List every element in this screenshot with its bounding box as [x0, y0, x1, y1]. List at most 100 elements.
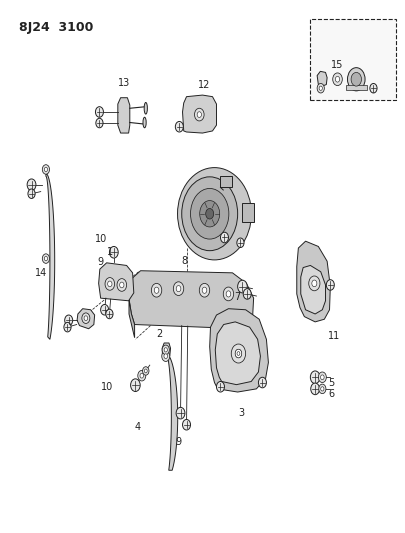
Circle shape: [119, 282, 124, 288]
Circle shape: [312, 280, 317, 287]
Circle shape: [200, 200, 220, 227]
Circle shape: [190, 189, 229, 239]
Polygon shape: [210, 309, 269, 392]
Circle shape: [197, 112, 201, 117]
Text: 4: 4: [135, 422, 141, 432]
Circle shape: [199, 284, 210, 297]
Polygon shape: [183, 95, 217, 133]
Circle shape: [182, 177, 238, 251]
Circle shape: [82, 313, 90, 324]
Circle shape: [370, 84, 377, 93]
Circle shape: [140, 373, 144, 378]
Circle shape: [162, 351, 170, 361]
Polygon shape: [118, 98, 130, 133]
Circle shape: [27, 179, 36, 191]
Polygon shape: [46, 174, 55, 340]
Text: 15: 15: [330, 60, 343, 70]
Text: 8J24  3100: 8J24 3100: [19, 21, 93, 34]
Circle shape: [175, 122, 183, 132]
Circle shape: [65, 315, 72, 326]
Circle shape: [319, 86, 322, 91]
Polygon shape: [297, 241, 330, 322]
Text: 10: 10: [94, 233, 107, 244]
Text: 13: 13: [118, 78, 130, 88]
Circle shape: [164, 354, 168, 359]
Circle shape: [243, 289, 251, 299]
Polygon shape: [129, 271, 254, 329]
Circle shape: [335, 76, 340, 82]
Circle shape: [183, 419, 190, 430]
Polygon shape: [167, 355, 178, 470]
Circle shape: [43, 254, 49, 263]
Circle shape: [206, 208, 214, 219]
Circle shape: [176, 286, 181, 292]
Circle shape: [321, 387, 324, 391]
Circle shape: [144, 369, 147, 373]
Text: 11: 11: [328, 331, 341, 341]
Circle shape: [109, 246, 118, 258]
Bar: [310, 19, 396, 100]
Text: 14: 14: [34, 268, 47, 278]
Polygon shape: [317, 71, 327, 86]
Circle shape: [44, 167, 47, 172]
Ellipse shape: [143, 117, 146, 128]
Circle shape: [96, 107, 103, 117]
Bar: [220, 176, 232, 188]
Circle shape: [143, 367, 149, 375]
Circle shape: [310, 371, 320, 384]
Circle shape: [43, 165, 49, 174]
Circle shape: [130, 379, 140, 392]
Text: 6: 6: [329, 389, 335, 399]
Circle shape: [164, 348, 167, 352]
Circle shape: [117, 279, 127, 292]
Circle shape: [258, 377, 266, 388]
Circle shape: [176, 407, 185, 419]
Circle shape: [311, 383, 320, 394]
Circle shape: [108, 281, 112, 287]
Circle shape: [320, 375, 324, 379]
Text: 8: 8: [182, 256, 188, 266]
Circle shape: [162, 345, 169, 354]
Circle shape: [44, 256, 47, 261]
Circle shape: [326, 280, 334, 290]
Circle shape: [217, 382, 224, 392]
Text: 7: 7: [234, 292, 241, 302]
Text: 1: 1: [107, 247, 113, 257]
Circle shape: [64, 322, 71, 332]
Circle shape: [173, 282, 184, 295]
Text: 12: 12: [198, 79, 211, 90]
Circle shape: [235, 349, 242, 358]
Circle shape: [194, 108, 204, 121]
Circle shape: [96, 118, 103, 128]
Ellipse shape: [144, 102, 147, 114]
Text: 10: 10: [100, 382, 113, 392]
Bar: [345, 85, 367, 90]
Circle shape: [202, 287, 207, 293]
Text: 5: 5: [328, 377, 334, 387]
Circle shape: [238, 280, 247, 293]
Circle shape: [223, 287, 234, 301]
Circle shape: [309, 276, 320, 291]
Circle shape: [333, 73, 342, 86]
Circle shape: [237, 352, 240, 356]
Bar: [243, 203, 254, 222]
Circle shape: [84, 316, 87, 320]
Circle shape: [154, 287, 159, 293]
Text: 9: 9: [97, 257, 103, 267]
Circle shape: [138, 370, 146, 381]
Circle shape: [317, 84, 324, 93]
Polygon shape: [77, 309, 95, 329]
Polygon shape: [301, 265, 326, 314]
Circle shape: [319, 384, 326, 393]
Circle shape: [151, 284, 162, 297]
Text: 2: 2: [156, 329, 162, 339]
Circle shape: [318, 372, 326, 383]
Polygon shape: [129, 299, 134, 338]
Circle shape: [237, 238, 244, 247]
Circle shape: [220, 232, 228, 243]
Circle shape: [28, 189, 35, 198]
Circle shape: [100, 304, 109, 315]
Circle shape: [105, 278, 115, 290]
Circle shape: [347, 68, 365, 91]
Polygon shape: [215, 322, 260, 385]
